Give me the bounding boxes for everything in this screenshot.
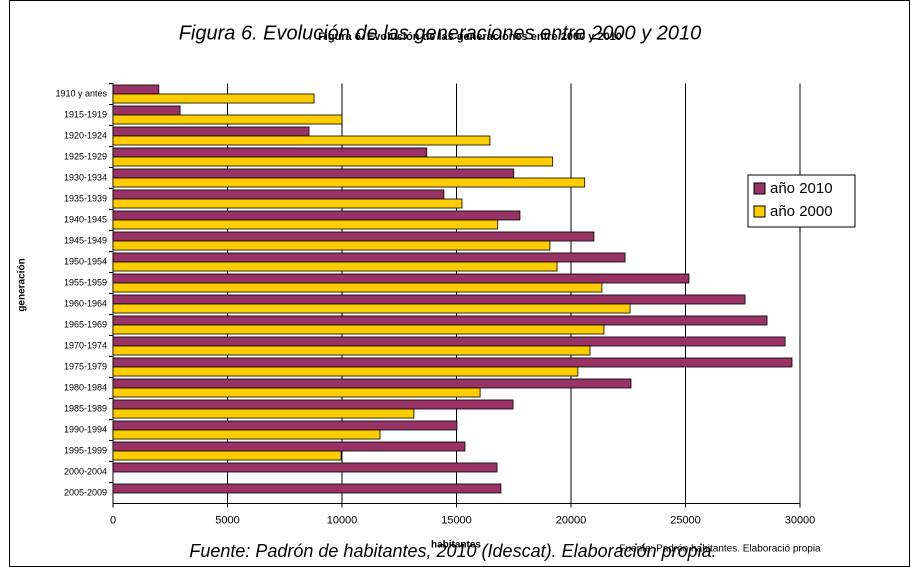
y-tick-label: 1925-1929 xyxy=(64,151,107,161)
x-tick-label: 15000 xyxy=(441,514,472,526)
bar xyxy=(112,324,605,335)
bar xyxy=(112,231,595,242)
x-tick-label: 0 xyxy=(110,514,116,526)
bar xyxy=(112,336,786,347)
y-tick-label: 1955-1959 xyxy=(64,277,107,287)
bar xyxy=(112,366,579,377)
x-tick-label: 5000 xyxy=(215,514,239,526)
legend-label: año 2000 xyxy=(770,203,833,220)
bar xyxy=(112,189,445,200)
bar xyxy=(112,126,310,137)
bar xyxy=(112,408,415,419)
bar xyxy=(112,240,551,251)
bar xyxy=(112,441,466,452)
source: Fuente: Padrón de habitantes, 2010 (Ides… xyxy=(189,541,716,561)
y-tick-label: 2000-2004 xyxy=(64,466,107,476)
inner-title: Figura 6. Evolución de las generaciones … xyxy=(318,31,622,43)
legend-label: año 2010 xyxy=(770,180,833,197)
bar xyxy=(112,261,558,272)
bar xyxy=(112,147,428,158)
bar xyxy=(112,252,626,263)
y-tick-label: 1980-1984 xyxy=(64,382,107,392)
bar xyxy=(112,177,586,188)
y-tick-label: 1985-1989 xyxy=(64,403,107,413)
x-tick-label: 30000 xyxy=(785,514,816,526)
bar xyxy=(112,93,315,104)
bar xyxy=(112,429,381,440)
bar xyxy=(112,114,343,125)
y-tick-label: 2005-2009 xyxy=(64,487,107,497)
y-tick-label: 1920-1924 xyxy=(64,130,107,140)
y-tick-label: 1975-1979 xyxy=(64,361,107,371)
bar xyxy=(112,462,498,473)
bar xyxy=(112,282,603,293)
y-tick-label: 1970-1974 xyxy=(64,340,107,350)
bar xyxy=(112,387,481,398)
bar xyxy=(112,399,514,410)
y-axis-label: generación xyxy=(17,258,28,311)
y-tick-label: 1915-1919 xyxy=(64,109,107,119)
bar xyxy=(112,315,768,326)
legend-swatch xyxy=(753,182,766,195)
bar xyxy=(112,168,515,179)
bar xyxy=(112,105,181,116)
bar xyxy=(112,135,491,146)
inner-source: Fuente: Padrón habitantes. Elaboració pr… xyxy=(619,544,821,555)
y-tick-label: 1960-1964 xyxy=(64,298,107,308)
x-axis-label: habitantes xyxy=(431,540,481,551)
y-tick-label: 1990-1994 xyxy=(64,424,107,434)
bar xyxy=(112,219,499,230)
bar xyxy=(112,84,160,95)
bar xyxy=(112,378,632,389)
y-tick-label: 1910 y antes xyxy=(55,88,107,98)
legend-swatch xyxy=(753,205,766,218)
bar xyxy=(112,156,554,167)
legend-box xyxy=(747,174,856,228)
bar xyxy=(112,198,463,209)
y-tick-label: 1935-1939 xyxy=(64,193,107,203)
y-tick-label: 1930-1934 xyxy=(64,172,107,182)
y-tick-label: 1965-1969 xyxy=(64,319,107,329)
bar xyxy=(112,294,746,305)
y-tick-label: 1940-1945 xyxy=(64,214,107,224)
bar xyxy=(112,420,458,431)
chart-title: Figura 6. Evolución de las generaciones … xyxy=(179,22,702,44)
y-tick-label: 1995-1999 xyxy=(64,445,107,455)
y-tick-label: 1950-1954 xyxy=(64,256,107,266)
bar xyxy=(112,345,591,356)
bar xyxy=(112,450,342,461)
y-tick-label: 1945-1949 xyxy=(64,235,107,245)
bar xyxy=(112,483,502,494)
bar xyxy=(112,357,793,368)
x-tick-label: 20000 xyxy=(556,514,587,526)
x-tick-label: 10000 xyxy=(327,514,358,526)
x-tick-label: 25000 xyxy=(670,514,701,526)
bar xyxy=(112,303,631,314)
bar xyxy=(112,273,690,284)
bar xyxy=(112,210,521,221)
